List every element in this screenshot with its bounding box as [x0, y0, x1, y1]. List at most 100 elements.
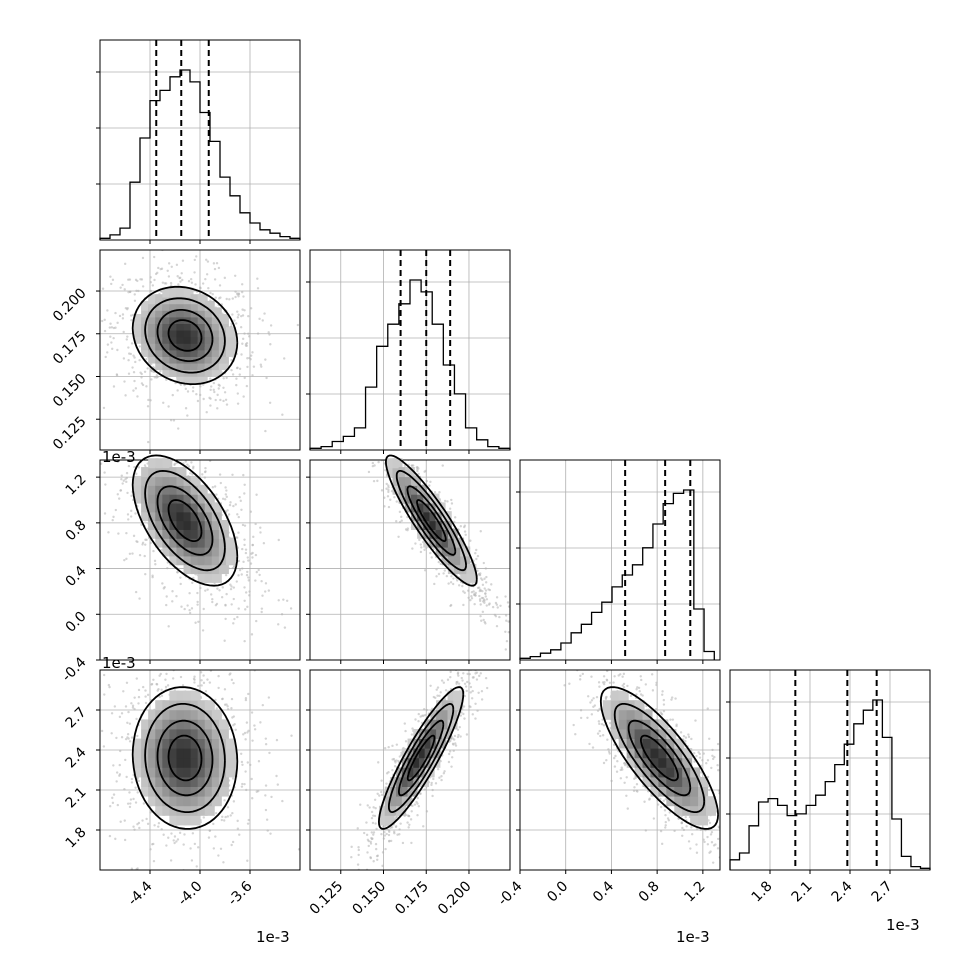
- sample-point: [219, 847, 223, 850]
- sample-point: [297, 848, 300, 851]
- sample-point: [626, 807, 629, 810]
- sample-point: [489, 645, 491, 647]
- sample-point: [102, 406, 106, 410]
- sample-point: [387, 833, 391, 837]
- sample-point: [458, 662, 460, 664]
- sample-point: [244, 698, 248, 702]
- sample-point: [236, 316, 240, 319]
- sample-point: [145, 817, 148, 821]
- sample-point: [457, 674, 460, 677]
- sample-point: [504, 648, 508, 651]
- sample-point: [664, 813, 667, 817]
- sample-point: [480, 698, 484, 701]
- sample-point: [112, 793, 116, 796]
- sample-point: [250, 777, 253, 781]
- sample-point: [475, 548, 478, 552]
- sample-point: [152, 549, 155, 553]
- sample-point: [724, 768, 726, 770]
- sample-point: [432, 777, 435, 781]
- sample-point: [206, 260, 210, 263]
- sample-point: [207, 286, 210, 290]
- sample-point: [212, 644, 214, 646]
- sample-point: [126, 733, 130, 736]
- sample-point: [225, 403, 229, 406]
- sample-point: [471, 689, 474, 693]
- sample-point: [264, 784, 268, 787]
- sample-point: [411, 547, 414, 550]
- sample-point: [448, 507, 452, 510]
- sample-point: [184, 407, 188, 410]
- sample-point: [484, 676, 488, 680]
- sample-point: [442, 772, 446, 775]
- sample-point: [190, 624, 192, 626]
- sample-point: [725, 850, 727, 852]
- sample-point: [208, 681, 212, 684]
- sample-point: [119, 489, 122, 492]
- sample-point: [442, 572, 445, 575]
- sample-point: [243, 599, 246, 602]
- sample-point: [163, 586, 166, 589]
- sample-point: [374, 847, 378, 851]
- sample-point: [134, 360, 137, 364]
- sample-point: [432, 547, 435, 551]
- sample-point: [343, 433, 345, 435]
- sample-point: [204, 589, 207, 592]
- sample-point: [100, 462, 103, 465]
- sample-point: [515, 645, 517, 647]
- sample-point: [462, 712, 465, 716]
- sample-point: [410, 733, 414, 736]
- sample-point: [375, 424, 377, 426]
- sample-point: [196, 603, 199, 606]
- sample-point: [110, 326, 114, 329]
- sample-point: [102, 673, 106, 677]
- sample-point: [446, 678, 450, 681]
- sample-point: [664, 824, 667, 827]
- sample-point: [227, 513, 231, 516]
- sample-point: [423, 548, 426, 551]
- sample-point: [136, 734, 139, 738]
- sample-point: [368, 437, 370, 439]
- sample-point: [236, 392, 240, 395]
- sample-point: [125, 471, 129, 475]
- sample-point: [337, 811, 339, 813]
- sample-point: [121, 443, 123, 445]
- sample-point: [192, 386, 195, 389]
- sample-point: [475, 557, 478, 561]
- sample-point: [250, 552, 253, 555]
- sample-point: [137, 695, 141, 699]
- sample-point: [159, 643, 161, 645]
- sample-point: [459, 714, 462, 717]
- sample-point: [179, 582, 182, 586]
- sample-point: [479, 614, 482, 618]
- sample-point: [206, 588, 209, 591]
- sample-point: [398, 510, 402, 514]
- sample-point: [372, 479, 376, 483]
- sample-point: [452, 577, 455, 580]
- sample-point: [189, 847, 192, 850]
- sample-point: [221, 586, 224, 589]
- sample-point: [490, 583, 493, 586]
- sample-point: [186, 390, 190, 393]
- sample-point: [731, 816, 733, 818]
- sample-point: [166, 269, 169, 272]
- sample-point: [188, 592, 191, 595]
- sample-point: [222, 399, 225, 403]
- sample-point: [216, 587, 219, 590]
- sample-point: [176, 571, 179, 574]
- sample-point: [510, 628, 512, 630]
- sample-point: [471, 713, 474, 716]
- sample-point: [221, 645, 223, 647]
- sample-point: [478, 652, 480, 654]
- sample-point: [232, 586, 236, 589]
- sample-point: [259, 363, 263, 366]
- sample-point: [114, 311, 117, 315]
- sample-point: [246, 605, 249, 609]
- sample-point: [433, 491, 437, 494]
- sample-point: [420, 546, 423, 549]
- sample-point: [592, 697, 595, 700]
- sample-point: [743, 833, 745, 835]
- sample-point: [217, 674, 220, 678]
- sample-point: [703, 840, 706, 844]
- sample-point: [179, 280, 182, 283]
- sample-point: [414, 718, 417, 721]
